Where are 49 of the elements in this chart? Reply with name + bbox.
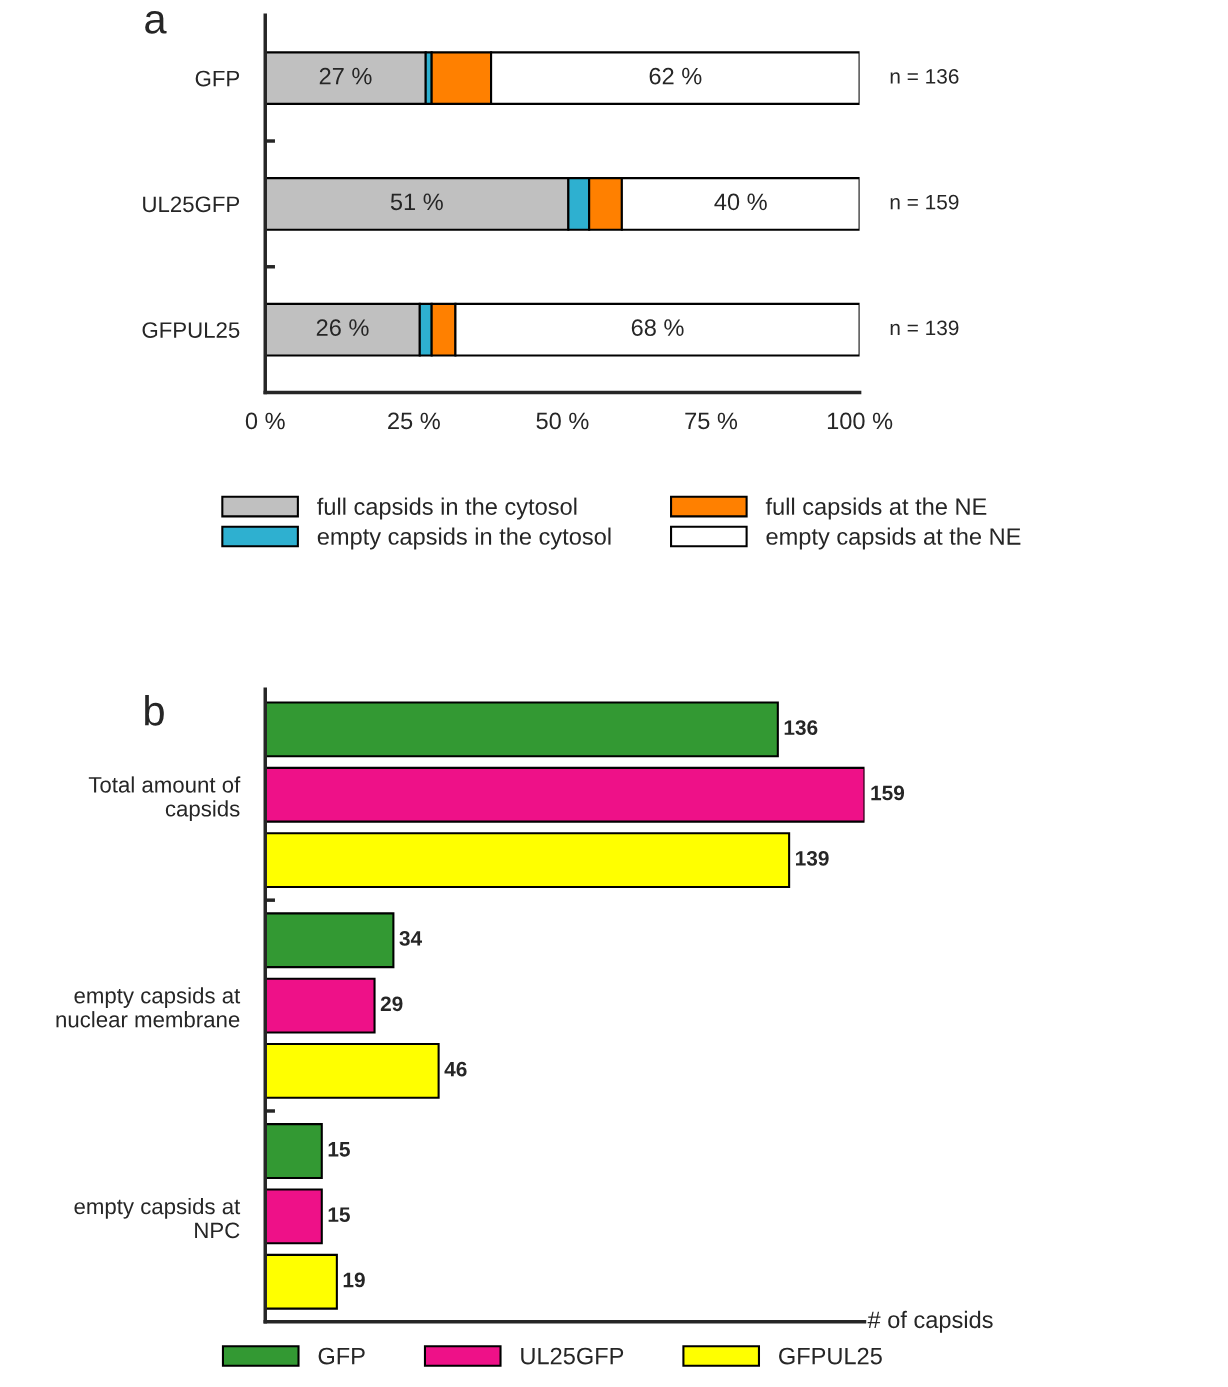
data-label: 34 [399, 931, 423, 946]
legend-label: GFPUL25 [779, 1347, 882, 1365]
data-label: 68 % [631, 319, 684, 336]
x-axis-title: # of capsids [867, 1310, 993, 1333]
data-label: 29 [380, 996, 403, 1012]
chart-title: a [145, 10, 167, 34]
bar [265, 51, 427, 105]
text: n = 136 [890, 68, 959, 84]
x-tick-label: 100 % [827, 412, 893, 430]
y-tick-label: UL25GFP [143, 196, 240, 213]
bar [265, 912, 395, 969]
bar [265, 1043, 440, 1099]
legend-label: UL25GFP [521, 1347, 624, 1365]
y-tick-label: GFPUL25 [142, 322, 240, 338]
data-label: 19 [343, 1272, 365, 1288]
legend-label: GFP [318, 1347, 365, 1365]
data-label: 159 [871, 785, 905, 801]
text: n = 139 [890, 320, 959, 336]
bar [265, 701, 779, 758]
y-tick-label: empty capsids at nuclear membrane [56, 987, 241, 1028]
bar [265, 766, 865, 823]
y-tick-label: empty capsids at NPC [74, 1197, 241, 1239]
data-label: 62 % [649, 67, 702, 85]
bar [265, 1188, 323, 1245]
y-tick-label: Total amount of capsids [88, 776, 241, 821]
data-label: 139 [796, 850, 829, 866]
data-label: 15 [328, 1142, 350, 1157]
data-label: 46 [444, 1061, 467, 1077]
data-label: 136 [784, 720, 818, 736]
x-tick-label: 75 % [685, 412, 738, 430]
chart-title: b [145, 695, 164, 726]
data-label: 27 % [319, 67, 372, 85]
legend-label: full capsids in the cytosol [317, 497, 577, 520]
bar [265, 977, 376, 1034]
bar [265, 1123, 323, 1179]
bar [265, 1253, 338, 1310]
x-tick-label: 50 % [536, 412, 589, 430]
legend-label: empty capsids at the NE [766, 527, 1021, 550]
data-label: 51 % [390, 193, 443, 211]
text: n = 159 [890, 194, 959, 210]
legend-label: empty capsids in the cytosol [317, 527, 611, 550]
x-tick-label: 25 % [388, 412, 440, 430]
data-label: 40 % [714, 193, 767, 211]
data-label: 15 [328, 1207, 350, 1222]
legend-label: full capsids at the NE [765, 497, 987, 520]
bar [265, 832, 791, 889]
y-tick-label: GFP [195, 70, 240, 87]
data-label: 26 % [316, 319, 369, 336]
x-tick-label: 0 % [245, 412, 285, 430]
